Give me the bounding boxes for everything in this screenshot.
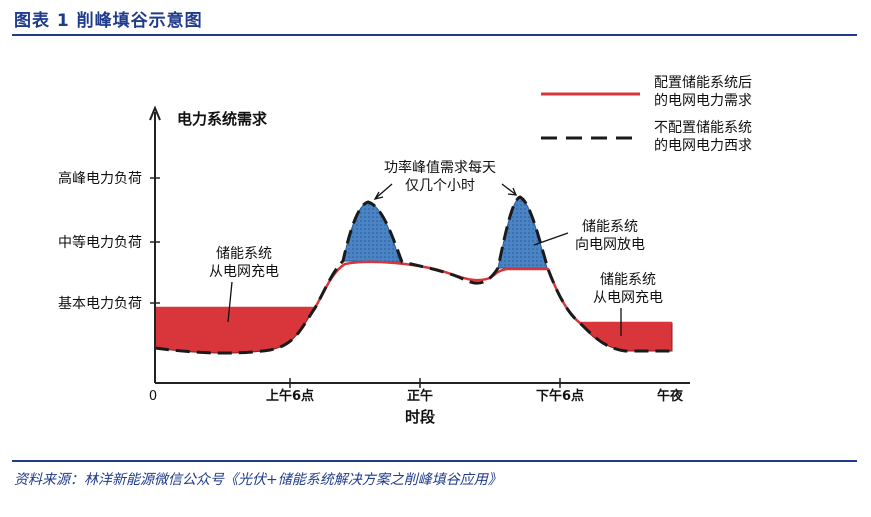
discharge-note-line2: 向电网放电	[575, 237, 645, 253]
charge-left-pointer	[227, 281, 233, 323]
peak-shaving-diagram: 电力系统需求 时段 高峰电力负荷 中等电力负荷 基本电力负荷 0 上午6点 正午…	[0, 40, 871, 455]
peak-note-line2: 仅几个小时	[405, 178, 475, 194]
y-axis-title: 电力系统需求	[177, 110, 268, 128]
y-axis-arrow	[149, 105, 161, 121]
x-label-midnight: 午夜	[657, 388, 684, 404]
x-label-6pm: 下午6点	[536, 388, 584, 404]
x-label-noon: 正午	[407, 388, 433, 404]
x-axis-title: 时段	[405, 408, 435, 426]
peak-arrow-right	[501, 183, 516, 195]
peak-arrowhead-right	[507, 187, 518, 196]
charge-right-note-line1: 储能系统	[600, 272, 656, 288]
legend-solid-line1: 配置储能系统后	[654, 75, 752, 91]
peak-arrowhead-left	[373, 191, 384, 201]
x-label-zero: 0	[149, 389, 157, 404]
legend-solid-line2: 的电网电力需求	[654, 93, 752, 109]
y-label-base: 基本电力负荷	[58, 295, 142, 312]
discharge-pointer	[533, 232, 569, 246]
title-divider	[12, 34, 857, 36]
peak-note-line1: 功率峰值需求每天	[384, 159, 496, 176]
figure-title: 图表 1 削峰填谷示意图	[14, 11, 203, 31]
legend-dashed-line2: 的电网电力西求	[654, 138, 752, 154]
legend-dashed-line1: 不配置储能系统	[654, 120, 752, 136]
discharge-note-line1: 储能系统	[582, 219, 638, 235]
x-label-6am: 上午6点	[266, 388, 314, 404]
charge-area-left	[154, 307, 316, 354]
peak-arrow-left	[375, 183, 393, 199]
charge-left-note-line2: 从电网充电	[209, 264, 279, 280]
y-label-peak: 高峰电力负荷	[58, 170, 142, 187]
charge-right-note-line2: 从电网充电	[593, 290, 663, 306]
source-divider	[12, 460, 857, 462]
charge-area-right	[578, 322, 673, 352]
y-label-medium: 中等电力负荷	[58, 234, 142, 251]
source-note: 资料来源：林洋新能源微信公众号《光伏+储能系统解决方案之削峰填谷应用》	[14, 472, 502, 488]
charge-left-note-line1: 储能系统	[216, 246, 272, 262]
demand-without-storage-line	[154, 195, 672, 355]
